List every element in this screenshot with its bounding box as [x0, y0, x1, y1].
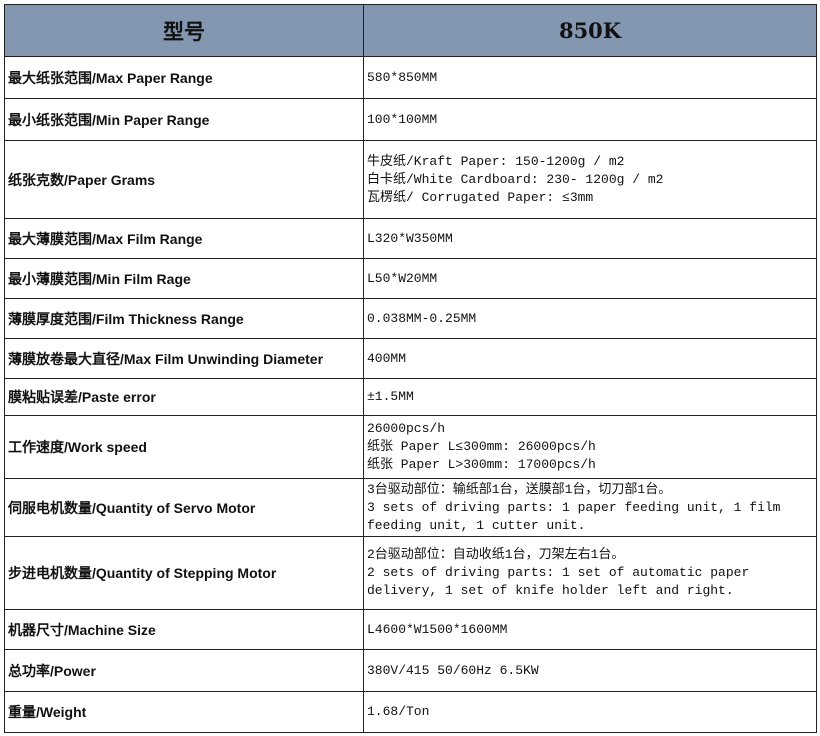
spec-value: 0.038MM-0.25MM	[363, 298, 817, 339]
table-row: 最大薄膜范围/Max Film Range L320*W350MM	[4, 218, 817, 259]
spec-label: 伺服电机数量/Quantity of Servo Motor	[4, 478, 364, 537]
table-row: 重量/Weight 1.68/Ton	[4, 691, 817, 733]
spec-value: 1.68/Ton	[363, 691, 817, 733]
table-row: 最大纸张范围/Max Paper Range 580*850MM	[4, 56, 817, 99]
spec-label: 工作速度/Work speed	[4, 415, 364, 479]
table-row: 膜粘贴误差/Paste error ±1.5MM	[4, 378, 817, 416]
spec-label: 膜粘贴误差/Paste error	[4, 378, 364, 416]
spec-value: 2台驱动部位：自动收纸1台，刀架左右1台。 2 sets of driving …	[363, 536, 817, 610]
spec-value: L4600*W1500*1600MM	[363, 609, 817, 650]
spec-label: 最大纸张范围/Max Paper Range	[4, 56, 364, 99]
spec-label: 薄膜放卷最大直径/Max Film Unwinding Diameter	[4, 338, 364, 379]
spec-table: 型号 850K 最大纸张范围/Max Paper Range 580*850MM 最…	[4, 4, 817, 733]
table-row: 薄膜放卷最大直径/Max Film Unwinding Diameter 400M…	[4, 338, 817, 379]
spec-label: 最小薄膜范围/Min Film Rage	[4, 258, 364, 299]
table-row: 总功率/Power 380V/415 50/60Hz 6.5KW	[4, 649, 817, 692]
header-row: 型号 850K	[4, 4, 817, 57]
spec-label: 薄膜厚度范围/Film Thickness Range	[4, 298, 364, 339]
spec-value: 380V/415 50/60Hz 6.5KW	[363, 649, 817, 692]
spec-value: 26000pcs/h 纸张 Paper L≤300mm: 26000pcs/h …	[363, 415, 817, 479]
spec-label: 最大薄膜范围/Max Film Range	[4, 218, 364, 259]
spec-label: 机器尺寸/Machine Size	[4, 609, 364, 650]
table-row: 最小薄膜范围/Min Film Rage L50*W20MM	[4, 258, 817, 299]
table-row: 工作速度/Work speed 26000pcs/h 纸张 Paper L≤300…	[4, 415, 817, 479]
spec-label: 最小纸张范围/Min Paper Range	[4, 98, 364, 141]
table-row: 最小纸张范围/Min Paper Range 100*100MM	[4, 98, 817, 141]
spec-value: L320*W350MM	[363, 218, 817, 259]
spec-value: 580*850MM	[363, 56, 817, 99]
header-model-label: 型号	[4, 4, 364, 57]
spec-label: 重量/Weight	[4, 691, 364, 733]
table-row: 纸张克数/Paper Grams 牛皮纸/Kraft Paper: 150-120…	[4, 140, 817, 219]
header-model-value: 850K	[363, 4, 817, 57]
spec-value: L50*W20MM	[363, 258, 817, 299]
table-row: 伺服电机数量/Quantity of Servo Motor 3台驱动部位：输纸部…	[4, 478, 817, 537]
table-row: 步进电机数量/Quantity of Stepping Motor 2台驱动部位：…	[4, 536, 817, 610]
spec-value: 400MM	[363, 338, 817, 379]
table-row: 薄膜厚度范围/Film Thickness Range 0.038MM-0.25M…	[4, 298, 817, 339]
spec-value: 牛皮纸/Kraft Paper: 150-1200g / m2 白卡纸/Whit…	[363, 140, 817, 219]
spec-value: 100*100MM	[363, 98, 817, 141]
spec-label: 总功率/Power	[4, 649, 364, 692]
spec-label: 步进电机数量/Quantity of Stepping Motor	[4, 536, 364, 610]
spec-label: 纸张克数/Paper Grams	[4, 140, 364, 219]
table-row: 机器尺寸/Machine Size L4600*W1500*1600MM	[4, 609, 817, 650]
spec-value: ±1.5MM	[363, 378, 817, 416]
spec-value: 3台驱动部位：输纸部1台，送膜部1台，切刀部1台。 3 sets of driv…	[363, 478, 817, 537]
